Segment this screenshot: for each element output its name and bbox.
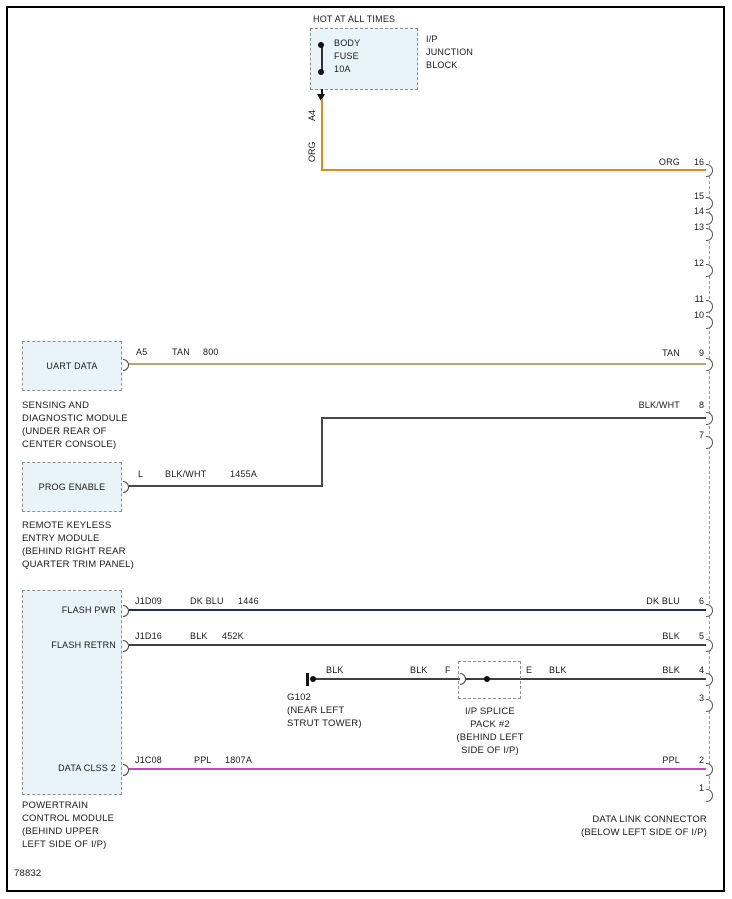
connector-wire-label-8: BLK/WHT	[638, 400, 680, 410]
data-clss-circuit-label: 1807A	[225, 755, 253, 765]
uart-data-module: UART DATA	[22, 341, 122, 391]
uart-wire-color-label: TAN	[172, 347, 190, 357]
splice-wire-out-label: BLK	[549, 665, 567, 675]
fuse-box	[310, 28, 418, 90]
prog-pin-label: L	[138, 469, 144, 479]
prog-module-caption: REMOTE KEYLESS ENTRY MODULE (BEHIND RIGH…	[22, 520, 135, 570]
wire-org-horizontal	[321, 169, 707, 172]
connector-wire-label-16: ORG	[658, 157, 680, 167]
wire-org-vertical	[321, 99, 324, 171]
uart-module-caption: SENSING AND DIAGNOSTIC MODULE (UNDER REA…	[22, 400, 128, 450]
prog-wire-color-label: BLK/WHT	[165, 469, 207, 479]
uart-data-module-label: UART DATA	[46, 361, 98, 371]
data-link-connector-line	[709, 161, 710, 799]
ground-caption: G102 (NEAR LEFT STRUT TOWER)	[287, 692, 362, 729]
connector-wire-label-9: TAN	[662, 348, 680, 358]
connector-pin-number-10: 10	[693, 310, 704, 320]
connector-pin-number-7: 7	[698, 430, 704, 440]
fuse-output-stub	[321, 89, 323, 95]
connector-pin-number-3: 3	[698, 693, 704, 703]
connector-pin-number-15: 15	[693, 191, 704, 201]
flash-retrn-pin-label: J1D16	[135, 631, 163, 641]
prog-circuit-label: 1455A	[230, 469, 258, 479]
ground-symbol	[306, 673, 309, 686]
wire-blkwht-upper	[321, 417, 707, 420]
connector-pin-number-9: 9	[698, 348, 704, 358]
pcm-flash-pwr-label: FLASH PWR	[61, 605, 116, 615]
org-wire-label-vertical: ORG	[307, 141, 317, 162]
data-clss-pin-label: J1C08	[135, 755, 163, 765]
pcm-module	[22, 590, 122, 795]
fuse-name-label: BODY FUSE 10A	[334, 38, 361, 74]
ground-wire-label-2: BLK	[410, 665, 428, 675]
ip-junction-block-label: I/P JUNCTION BLOCK	[426, 34, 474, 70]
pcm-data-clss-label: DATA CLSS 2	[58, 763, 116, 773]
connector-pin-number-14: 14	[693, 206, 704, 216]
uart-pin-label: A5	[136, 347, 148, 357]
connector-pin-number-13: 13	[693, 222, 704, 232]
prog-enable-module: PROG ENABLE	[22, 462, 122, 512]
splice-dot	[484, 676, 490, 682]
diagram-border	[6, 6, 725, 892]
down-arrow-icon	[317, 94, 325, 101]
wire-tan	[129, 363, 707, 366]
ground-wire-label-1: BLK	[326, 665, 344, 675]
connector-pin-number-16: 16	[693, 157, 704, 167]
connector-pin-number-12: 12	[693, 258, 704, 268]
flash-pwr-circuit-label: 1446	[238, 596, 259, 606]
wire-blk-ground	[315, 678, 707, 681]
wire-blk-flash-retrn	[129, 644, 707, 647]
connector-pin-number-6: 6	[698, 596, 704, 606]
diagram-number: 78832	[14, 868, 42, 879]
connector-pin-number-2: 2	[698, 755, 704, 765]
connector-wire-label-4: BLK	[662, 665, 680, 675]
flash-retrn-wire-color-label: BLK	[190, 631, 208, 641]
splice-pin-out-label: E	[526, 665, 533, 675]
splice-pin-in-label: F	[445, 665, 451, 675]
connector-pin-number-4: 4	[698, 665, 704, 675]
connector-pin-number-5: 5	[698, 631, 704, 641]
wire-ppl	[129, 768, 707, 771]
pcm-module-caption: POWERTRAIN CONTROL MODULE (BEHIND UPPER …	[22, 800, 115, 850]
flash-retrn-circuit-label: 452K	[222, 631, 244, 641]
wire-blkwht-vertical	[321, 417, 324, 487]
ground-dot	[310, 676, 316, 682]
fuse-pin-label: A4	[307, 109, 317, 121]
connector-wire-label-6: DK BLU	[646, 596, 680, 606]
prog-enable-module-label: PROG ENABLE	[38, 482, 106, 492]
splice-caption: I/P SPLICE PACK #2 (BEHIND LEFT SIDE OF …	[456, 706, 524, 756]
fuse-terminal-bottom-dot	[318, 69, 324, 75]
wire-dkblu	[129, 609, 707, 612]
fuse-terminal-top-dot	[318, 42, 324, 48]
connector-wire-label-5: BLK	[662, 631, 680, 641]
flash-pwr-pin-label: J1D09	[135, 596, 163, 606]
data-link-connector-caption: DATA LINK CONNECTOR (BELOW LEFT SIDE OF …	[580, 814, 707, 838]
data-clss-wire-color-label: PPL	[194, 755, 212, 765]
uart-circuit-label: 800	[203, 347, 219, 357]
wire-blkwht-lower	[129, 485, 323, 488]
connector-pin-number-8: 8	[698, 400, 704, 410]
splice-pack-box	[458, 661, 521, 699]
connector-wire-label-2: PPL	[662, 755, 680, 765]
flash-pwr-wire-color-label: DK BLU	[190, 596, 224, 606]
connector-pin-number-1: 1	[698, 783, 704, 793]
pcm-flash-retrn-label: FLASH RETRN	[51, 640, 116, 650]
fuse-element	[321, 46, 323, 73]
hot-at-all-times-label: HOT AT ALL TIMES	[313, 14, 396, 24]
connector-pin-number-11: 11	[694, 294, 704, 304]
